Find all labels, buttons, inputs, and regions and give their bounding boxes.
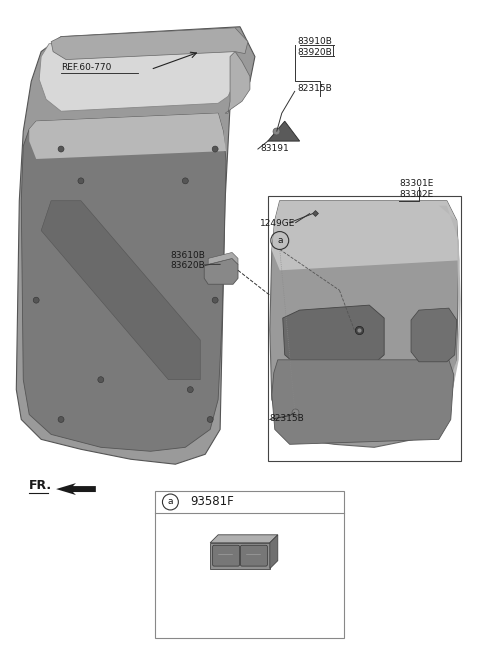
Text: 83920B: 83920B: [298, 48, 333, 56]
Polygon shape: [210, 543, 270, 569]
Circle shape: [182, 178, 188, 184]
Text: a: a: [277, 236, 283, 245]
Bar: [268, 195, 461, 461]
Polygon shape: [411, 308, 457, 362]
Text: FR.: FR.: [29, 479, 52, 492]
Text: 82315B: 82315B: [298, 85, 333, 93]
Text: 82315B: 82315B: [270, 415, 305, 424]
Text: 83620B: 83620B: [170, 261, 205, 270]
Polygon shape: [21, 113, 226, 451]
Circle shape: [78, 178, 84, 184]
Circle shape: [58, 417, 64, 422]
Polygon shape: [270, 201, 459, 447]
Polygon shape: [434, 206, 461, 430]
Text: 93581F: 93581F: [190, 495, 234, 508]
FancyBboxPatch shape: [240, 545, 267, 566]
Polygon shape: [208, 253, 238, 264]
Circle shape: [212, 297, 218, 303]
Polygon shape: [16, 27, 255, 464]
Polygon shape: [272, 359, 454, 444]
Polygon shape: [225, 52, 250, 113]
Polygon shape: [283, 305, 384, 368]
Circle shape: [212, 146, 218, 152]
Circle shape: [33, 297, 39, 303]
Text: 83610B: 83610B: [170, 251, 205, 260]
FancyBboxPatch shape: [213, 545, 240, 566]
Polygon shape: [204, 258, 238, 284]
Polygon shape: [39, 35, 238, 112]
Text: 83191: 83191: [260, 144, 288, 153]
Polygon shape: [29, 113, 226, 159]
Text: 83301E: 83301E: [399, 179, 433, 188]
Polygon shape: [272, 201, 459, 270]
Text: 1249GE: 1249GE: [260, 218, 295, 228]
Circle shape: [187, 386, 193, 393]
Text: 83910B: 83910B: [298, 37, 333, 46]
Circle shape: [207, 417, 213, 422]
Polygon shape: [268, 121, 300, 141]
Text: 83302E: 83302E: [399, 190, 433, 199]
Polygon shape: [41, 201, 200, 380]
Polygon shape: [210, 535, 278, 543]
Bar: [156, 491, 344, 638]
Circle shape: [58, 146, 64, 152]
Polygon shape: [56, 483, 96, 495]
Polygon shape: [270, 535, 278, 569]
Circle shape: [98, 377, 104, 382]
Polygon shape: [51, 28, 248, 60]
Text: a: a: [168, 497, 173, 506]
Text: REF.60-770: REF.60-770: [61, 62, 111, 72]
